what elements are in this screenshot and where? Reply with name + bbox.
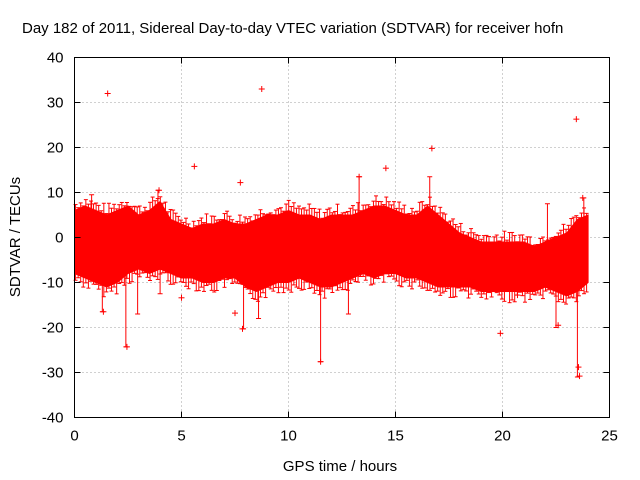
y-tick-label: 40 [47,50,64,67]
y-axis-label: SDTVAR / TECUs [7,177,24,297]
outlier-point [237,179,244,186]
x-tick-label: 0 [70,428,78,445]
chart-title: Day 182 of 2011, Sidereal Day-to-day VTE… [22,20,563,37]
outlier-point [123,343,130,350]
x-tick-label: 20 [494,428,511,445]
outlier-point [104,90,111,97]
x-tick-label: 10 [280,428,297,445]
outlier-point [156,187,163,194]
outlier-point [576,373,583,380]
y-tick-label: -10 [42,275,64,292]
outlier-point [575,364,582,371]
outlier-point [497,330,504,337]
outlier-point [428,145,435,152]
x-tick-label: 15 [387,428,404,445]
x-axis-label: GPS time / hours [283,458,397,475]
outlier-point [382,165,389,172]
outlier-point [178,294,185,301]
y-tick-label: -20 [42,320,64,337]
data-series [73,86,589,380]
data-band [74,200,589,297]
y-tick-label: 20 [47,140,64,157]
x-tick-label: 5 [177,428,185,445]
y-tick-label: 0 [55,230,63,247]
outlier-point [100,308,107,315]
axis-ticks [74,57,610,418]
outlier-point [555,322,562,329]
outlier-point [191,163,198,170]
axis-tick-labels: 0 5 10 15 20 25 -40 -30 -20 -10 0 10 20 30 40 [42,50,618,445]
y-tick-label: -30 [42,365,64,382]
y-tick-label: -40 [42,410,64,427]
outlier-point [579,194,586,201]
x-tick-label: 25 [601,428,618,445]
outlier-point [258,86,265,92]
outlier-point [573,116,580,123]
outlier-point [317,358,324,365]
outlier-point [239,325,246,332]
outlier-point [514,292,521,299]
y-tick-label: 10 [47,185,64,202]
outlier-point [356,173,363,180]
outlier-point [232,310,238,317]
y-tick-label: 30 [47,95,64,112]
